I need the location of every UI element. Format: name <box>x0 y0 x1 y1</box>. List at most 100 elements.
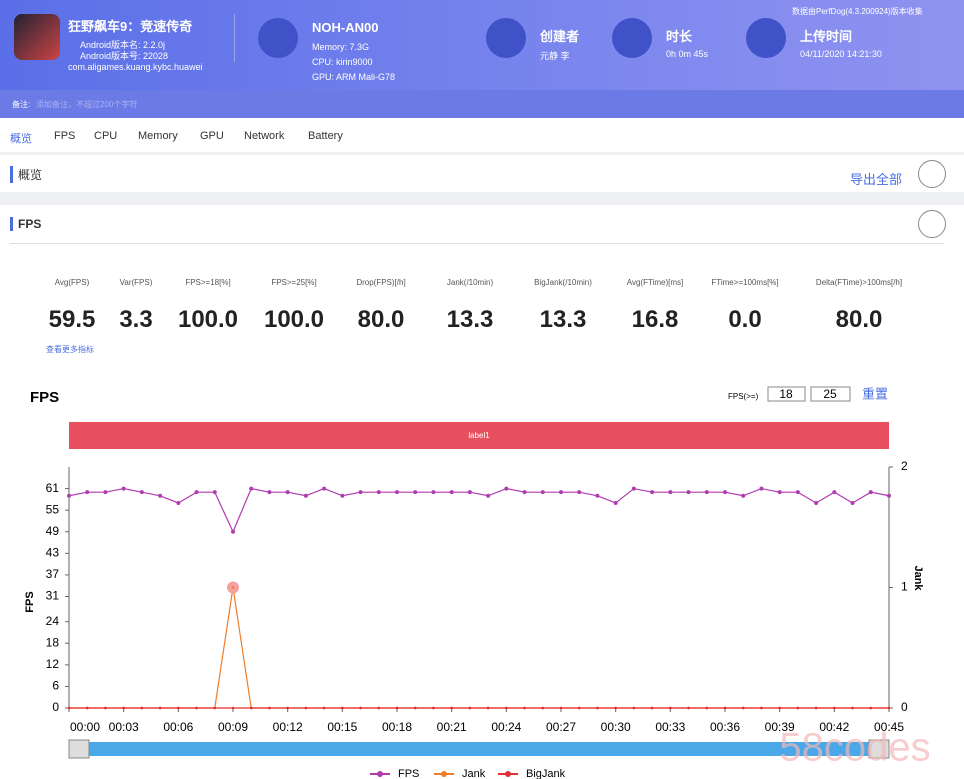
filter-value[interactable]: 25 <box>823 387 837 401</box>
tab[interactable]: CPU <box>94 130 118 142</box>
y2-axis-label: Jank <box>912 565 924 591</box>
filter-input[interactable] <box>810 386 851 402</box>
point <box>249 486 254 491</box>
point <box>632 706 636 710</box>
y-tick-label: 43 <box>46 546 60 560</box>
point <box>158 493 163 498</box>
metric-value: 100.0 <box>177 306 239 333</box>
overview-panel: 概览 导出全部 <box>0 155 964 192</box>
filter-input[interactable] <box>767 386 806 402</box>
point <box>486 706 490 710</box>
x-tick-label: 00:15 <box>327 720 357 734</box>
tab[interactable]: Battery <box>308 130 343 142</box>
point <box>121 486 126 491</box>
metric-value: 13.3 <box>446 306 494 333</box>
point <box>212 490 217 495</box>
export-button[interactable]: 导出全部 <box>850 172 903 187</box>
note-bar: 备注: 添加备注，不超过200个字符 <box>0 90 964 118</box>
package: com.aligames.kuang.kybc.huawei <box>68 62 203 72</box>
duration-label: 时长 <box>666 29 693 44</box>
y2-tick-label: 1 <box>901 580 908 594</box>
y-tick-label: 6 <box>52 679 59 693</box>
point <box>376 490 381 495</box>
point <box>194 490 199 495</box>
point <box>67 706 71 710</box>
point <box>504 486 509 491</box>
point <box>741 493 746 498</box>
point <box>704 490 709 495</box>
legend-label: BigJank <box>526 768 566 779</box>
point <box>176 500 181 505</box>
metric-label: Drop(FPS)[/h] <box>356 278 406 287</box>
tab[interactable]: GPU <box>200 130 224 142</box>
point <box>377 706 381 710</box>
tab[interactable]: 概览 <box>10 133 32 145</box>
point <box>887 706 891 710</box>
metric-label: FPS>=18[%] <box>185 278 231 287</box>
x-tick-label: 00:24 <box>491 720 521 734</box>
point <box>322 706 326 710</box>
point <box>286 706 289 710</box>
point <box>577 706 581 710</box>
metric-value: 13.3 <box>539 306 587 333</box>
reset-button[interactable]: 重置 <box>862 386 888 401</box>
filter-value[interactable]: 18 <box>779 387 793 401</box>
legend-label: Jank <box>462 768 486 779</box>
tab[interactable]: FPS <box>54 130 76 142</box>
tab-bar: 概览 FPS CPU Memory GPU Network Battery <box>0 118 964 152</box>
point <box>231 706 235 710</box>
collapse-button[interactable] <box>918 160 946 188</box>
x-tick-label: 00:00 <box>70 720 100 734</box>
point <box>723 706 727 710</box>
slider-handle[interactable] <box>868 739 890 759</box>
metric-value: 59.5 <box>48 306 96 333</box>
creator-label: 创建者 <box>540 29 580 44</box>
point <box>541 706 545 710</box>
note-input[interactable]: 添加备注，不超过200个字符 <box>36 100 138 109</box>
metric-label: Var(FPS) <box>119 278 153 287</box>
point <box>449 490 454 495</box>
y-tick-label: 55 <box>46 502 60 516</box>
point <box>104 706 107 710</box>
point <box>814 706 818 710</box>
chart-title: FPS <box>30 389 59 406</box>
point <box>413 706 417 710</box>
slider-handle[interactable] <box>68 739 90 759</box>
point <box>631 486 636 491</box>
expand-button[interactable] <box>918 210 946 238</box>
point <box>760 706 763 710</box>
x-tick-label: 00:27 <box>546 720 576 734</box>
point <box>158 706 162 710</box>
point <box>887 493 891 498</box>
band-label: label1 <box>468 431 490 440</box>
tab[interactable]: Network <box>244 130 285 142</box>
x-tick-label: 00:12 <box>273 720 303 734</box>
point <box>686 490 691 495</box>
point <box>213 706 217 710</box>
x-tick-label: 00:45 <box>874 720 904 734</box>
point <box>413 490 418 495</box>
source-note: 数据由PerfDog(4.3.200924)版本收集 <box>792 7 923 16</box>
x-tick-label: 00:03 <box>109 720 139 734</box>
legend-marker <box>505 771 511 777</box>
y-tick-label: 61 <box>46 481 60 495</box>
point <box>595 493 600 498</box>
more-metrics[interactable]: 查看更多指标 <box>46 345 94 354</box>
watermark: 58codes <box>779 726 930 770</box>
point <box>303 493 308 498</box>
tab[interactable]: Memory <box>138 130 178 142</box>
point <box>395 706 399 710</box>
point <box>340 493 345 498</box>
device: NOH-AN00 <box>312 20 379 35</box>
filter-label: FPS(>=) <box>728 392 759 401</box>
point <box>177 706 180 710</box>
y-tick-label: 18 <box>46 635 60 649</box>
zoom-slider[interactable] <box>69 742 889 756</box>
x-tick-label: 00:09 <box>218 720 248 734</box>
point <box>431 490 436 495</box>
x-tick-label: 00:33 <box>655 720 685 734</box>
point <box>796 706 800 710</box>
cpu: CPU: kirin9000 <box>312 57 373 67</box>
point <box>505 706 508 710</box>
point <box>285 490 290 495</box>
